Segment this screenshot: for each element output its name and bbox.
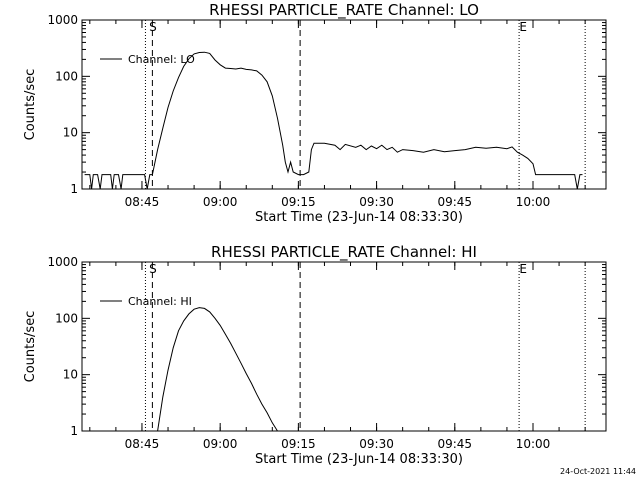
chart-1-ytick-label: 1: [70, 182, 78, 196]
chart-1-ytick-label: 10: [63, 126, 78, 140]
chart-2-series-line: [157, 307, 278, 432]
chart-1-xlabel: Start Time (23-Jun-14 08:33:30): [255, 210, 463, 225]
chart-1-xtick-label: 10:00: [516, 195, 551, 209]
chart-1-xtick-label: 08:45: [125, 195, 160, 209]
chart-2-ytick-label: 10: [63, 368, 78, 382]
chart-2-xlabel: Start Time (23-Jun-14 08:33:30): [255, 452, 463, 467]
chart-2-frame: [81, 261, 607, 432]
chart-1-xtick-label: 09:45: [437, 195, 472, 209]
chart-2-xtick-label: 09:45: [437, 437, 472, 451]
chart-2-xtick-label: 08:45: [125, 437, 160, 451]
timestamp: 24-Oct-2021 11:44: [560, 467, 636, 476]
chart-1-title: RHESSI PARTICLE_RATE Channel: LO: [209, 1, 479, 20]
chart-2-xtick-label: 10:00: [516, 437, 551, 451]
chart-2-annotation-s: S: [149, 262, 157, 276]
chart-1-ytick-label: 100: [55, 69, 78, 83]
chart-1-xtick-label: 09:30: [359, 195, 394, 209]
chart-2-annotation-e: E: [519, 262, 527, 276]
chart-2-xtick-label: 09:00: [203, 437, 238, 451]
chart-1-series-line: [84, 51, 583, 190]
chart-1-annotation-e: E: [519, 20, 527, 34]
chart-2-ytick-label: 1000: [47, 255, 78, 269]
chart-2-xtick-label: 09:15: [281, 437, 316, 451]
chart-2-legend-label: Channel: HI: [128, 295, 192, 308]
chart-1-annotation-s: S: [149, 20, 157, 34]
chart-1-xtick-label: 09:15: [281, 195, 316, 209]
chart-1-frame: [81, 19, 607, 190]
chart-1-ylabel: Counts/sec: [23, 69, 38, 141]
chart-2-ytick-label: 100: [55, 311, 78, 325]
chart-2-ylabel: Counts/sec: [23, 311, 38, 383]
chart-1-ytick-label: 1000: [47, 13, 78, 27]
chart-1-legend-label: Channel: LO: [128, 53, 195, 66]
chart-2-xtick-label: 09:30: [359, 437, 394, 451]
chart-2-title: RHESSI PARTICLE_RATE Channel: HI: [211, 243, 477, 262]
chart-1-xtick-label: 09:00: [203, 195, 238, 209]
chart-2-ytick-label: 1: [70, 424, 78, 438]
